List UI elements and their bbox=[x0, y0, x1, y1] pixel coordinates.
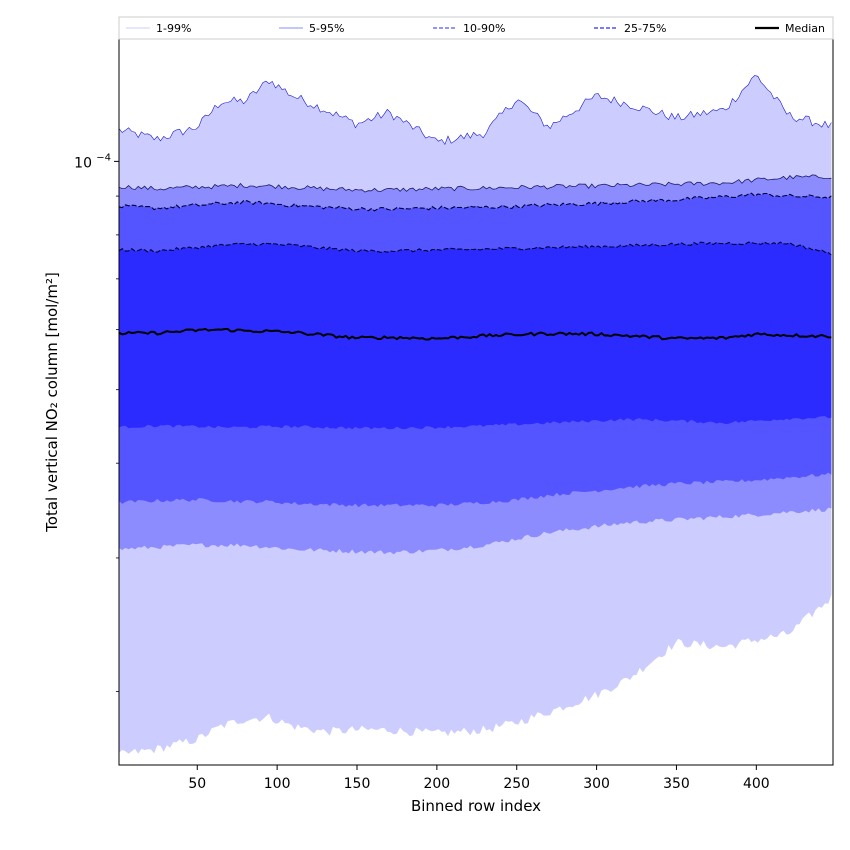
legend-box bbox=[118, 16, 834, 40]
x-tick-label: 100 bbox=[264, 776, 291, 792]
x-tick-label: 150 bbox=[344, 776, 371, 792]
x-tick-label: 200 bbox=[423, 776, 450, 792]
band-upper-line-1-99% bbox=[118, 75, 832, 146]
y-tick-label: 10 bbox=[74, 155, 92, 171]
legend: 1-99% 5-95% 10-90% 25-75% Median bbox=[118, 16, 834, 40]
legend-label: 5-95% bbox=[309, 22, 344, 35]
x-tick-label: 400 bbox=[743, 776, 770, 792]
y-axis: 10 −4 bbox=[74, 152, 119, 692]
legend-label: 10-90% bbox=[463, 22, 505, 35]
band-25-75% bbox=[119, 242, 832, 430]
band-upper-line-5-95% bbox=[118, 174, 832, 193]
legend-label: 1-99% bbox=[156, 22, 191, 35]
x-tick-label: 350 bbox=[663, 776, 690, 792]
band-upper-line-25-75% bbox=[118, 241, 832, 256]
x-tick-label: 250 bbox=[503, 776, 530, 792]
x-tick-label: 300 bbox=[583, 776, 610, 792]
y-tick-label-exponent: −4 bbox=[96, 152, 111, 163]
x-axis: 50 100 150 200 250 300 350 400 bbox=[188, 765, 770, 792]
legend-label: 25-75% bbox=[624, 22, 666, 35]
x-axis-label: Binned row index bbox=[411, 797, 541, 815]
y-axis-label: Total vertical NO₂ column [mol/m²] bbox=[43, 272, 61, 533]
bands-layer bbox=[119, 75, 832, 754]
x-tick-label: 50 bbox=[188, 776, 206, 792]
percentile-lines-layer bbox=[118, 75, 832, 341]
band-upper-line-10-90% bbox=[118, 192, 832, 212]
legend-label: Median bbox=[785, 22, 825, 35]
median-line bbox=[118, 327, 832, 341]
